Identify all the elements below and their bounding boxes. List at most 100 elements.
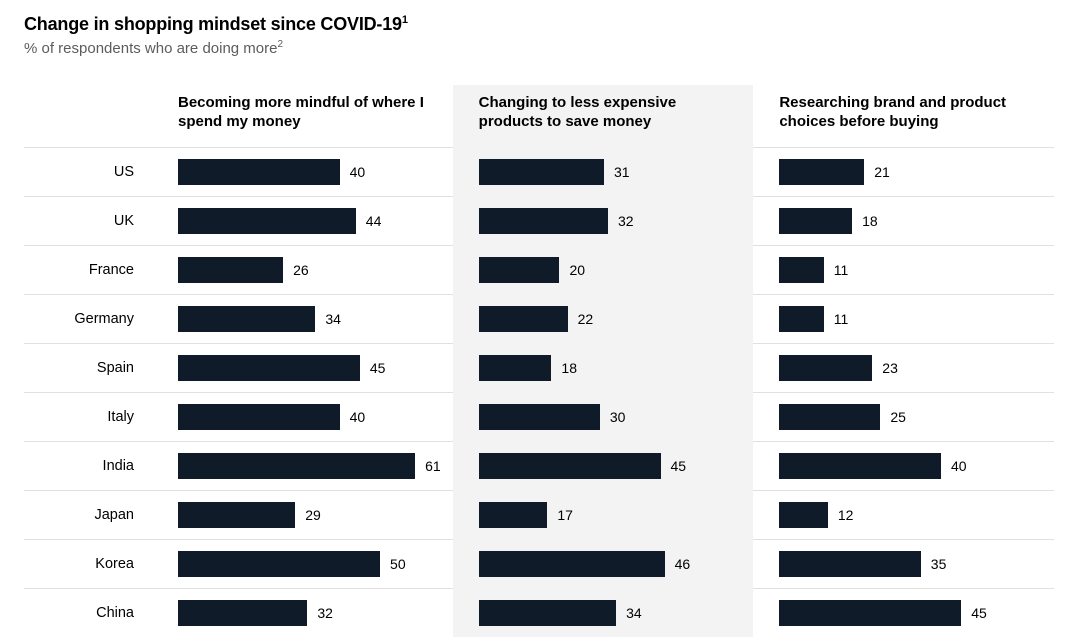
bar-value: 40 <box>951 458 967 474</box>
bar-value: 22 <box>578 311 594 327</box>
bar-track: 29 <box>178 502 441 528</box>
bar-value: 31 <box>614 164 630 180</box>
data-row: Germany342211 <box>24 294 1054 343</box>
bar-track: 32 <box>178 600 441 626</box>
bar <box>779 355 872 381</box>
bar-cell: 44 <box>152 197 453 245</box>
bar-cell: 40 <box>152 148 453 196</box>
bar-cell: 21 <box>753 148 1054 196</box>
bar-track: 30 <box>479 404 742 430</box>
bar-value: 29 <box>305 507 321 523</box>
data-row: US 40 31 21 <box>24 147 1054 196</box>
bar <box>479 453 661 479</box>
bar-value: 50 <box>390 556 406 572</box>
bar-cell: 12 <box>753 491 1054 539</box>
bar-track: 45 <box>779 600 1042 626</box>
bar-value: 32 <box>317 605 333 621</box>
bar <box>779 159 864 185</box>
bar-track: 40 <box>779 453 1042 479</box>
bar-cell: 61 <box>152 442 453 490</box>
country-label: China <box>24 589 152 637</box>
bar <box>178 257 283 283</box>
bar <box>779 502 827 528</box>
bar-cell: 25 <box>753 393 1054 441</box>
bar-cell: 34 <box>453 589 754 637</box>
panel-header: Becoming more mindful of where I spend m… <box>152 85 453 147</box>
bar-value: 23 <box>882 360 898 376</box>
bar <box>479 600 616 626</box>
bar-value: 34 <box>325 311 341 327</box>
bar-track: 18 <box>779 208 1042 234</box>
header-label-spacer <box>24 85 152 147</box>
bar-cell: 40 <box>753 442 1054 490</box>
bar <box>479 159 604 185</box>
panel-header-row: Becoming more mindful of where I spend m… <box>24 85 1054 147</box>
panel-header: Changing to less expensive products to s… <box>453 85 754 147</box>
country-label: France <box>24 246 152 294</box>
bar-track: 61 <box>178 453 441 479</box>
country-label: UK <box>24 197 152 245</box>
bar-track: 22 <box>479 306 742 332</box>
country-label: India <box>24 442 152 490</box>
bar-cell: 18 <box>753 197 1054 245</box>
country-label: Italy <box>24 393 152 441</box>
bar-cell: 45 <box>453 442 754 490</box>
bar-cell: 32 <box>152 589 453 637</box>
bar-track: 26 <box>178 257 441 283</box>
bar <box>178 306 315 332</box>
bar <box>779 306 823 332</box>
chart-subtitle-footnote: 2 <box>277 39 283 50</box>
country-label: Japan <box>24 491 152 539</box>
bar-track: 40 <box>178 159 441 185</box>
chart-subtitle: % of respondents who are doing more2 <box>24 39 1054 57</box>
bar-value: 11 <box>834 262 849 278</box>
bar <box>779 404 880 430</box>
bar-value: 32 <box>618 213 634 229</box>
bar <box>779 600 961 626</box>
bar-track: 40 <box>178 404 441 430</box>
bar <box>178 208 356 234</box>
data-row: India 61 45 40 <box>24 441 1054 490</box>
bar-cell: 26 <box>152 246 453 294</box>
bar-track: 34 <box>178 306 441 332</box>
country-label: Korea <box>24 540 152 588</box>
bar-value: 26 <box>293 262 309 278</box>
chart-subtitle-text: % of respondents who are doing more <box>24 40 277 57</box>
bar-cell: 11 <box>753 246 1054 294</box>
bar-value: 44 <box>366 213 382 229</box>
country-label: Germany <box>24 295 152 343</box>
bar-track: 31 <box>479 159 742 185</box>
data-row: Italy 40 30 25 <box>24 392 1054 441</box>
bar-cell: 45 <box>152 344 453 392</box>
country-label: US <box>24 148 152 196</box>
data-row: Japan 29 17 12 <box>24 490 1054 539</box>
bar-track: 50 <box>178 551 441 577</box>
bar <box>178 453 415 479</box>
bar <box>779 453 941 479</box>
bar-track: 25 <box>779 404 1042 430</box>
bar-track: 32 <box>479 208 742 234</box>
bar-track: 44 <box>178 208 441 234</box>
bar-value: 40 <box>350 164 366 180</box>
chart-area: Becoming more mindful of where I spend m… <box>24 85 1054 637</box>
bar-track: 45 <box>178 355 441 381</box>
bar-value: 40 <box>350 409 366 425</box>
bar-value: 34 <box>626 605 642 621</box>
bar-cell: 32 <box>453 197 754 245</box>
bar-cell: 50 <box>152 540 453 588</box>
bar-value: 30 <box>610 409 626 425</box>
bar-cell: 20 <box>453 246 754 294</box>
bar <box>479 306 568 332</box>
bar-track: 35 <box>779 551 1042 577</box>
data-row: China 32 34 45 <box>24 588 1054 637</box>
bar-value: 18 <box>561 360 577 376</box>
bar <box>479 355 552 381</box>
bar-value: 45 <box>971 605 987 621</box>
bar <box>178 355 360 381</box>
bar-value: 17 <box>557 507 573 523</box>
bar <box>779 551 920 577</box>
bar-value: 18 <box>862 213 878 229</box>
bar <box>479 257 560 283</box>
bar <box>178 600 307 626</box>
bar-value: 45 <box>671 458 687 474</box>
